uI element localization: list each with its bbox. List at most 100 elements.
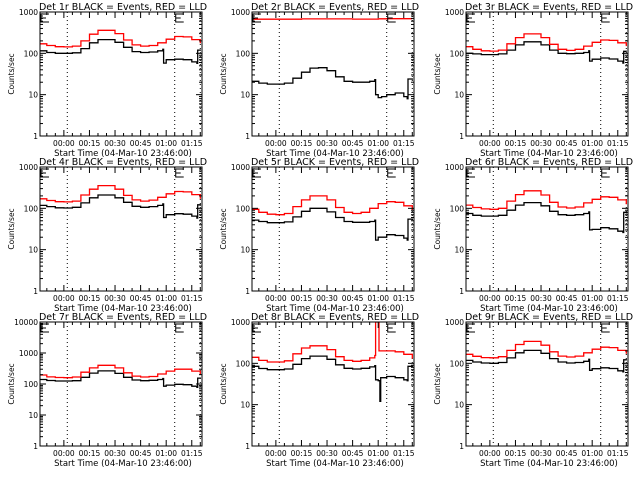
x-tick-label: 00:30: [530, 139, 552, 148]
y-tick-label: 1000: [19, 163, 38, 172]
y-tick-label: 100: [236, 359, 251, 368]
x-axis-label: Start Time (04-Mar-10 23:46:00): [54, 149, 192, 159]
series-lld: [466, 33, 627, 52]
marker-e-glyph: [601, 323, 610, 333]
panel-9: Det 9r BLACK = Events, RED = LLD 1 10 100 10…: [433, 312, 633, 469]
x-tick-label: 00:15: [505, 294, 527, 303]
panel-title: Det 6r BLACK = Events, RED = LLD: [465, 157, 633, 168]
panel-5: Det 5r BLACK = Events, RED = LLD 1 10 100 10…: [219, 157, 419, 314]
x-tick-label: 00:30: [104, 449, 126, 458]
panel-title: Det 1r BLACK = Events, RED = LLD: [39, 2, 207, 13]
x-tick-label: 00:45: [556, 449, 578, 458]
y-tick-label: 1: [459, 132, 464, 141]
panel-7: Det 7r BLACK = Events, RED = LLD 1 10 100 10…: [7, 312, 207, 469]
x-tick-label: 00:15: [291, 449, 313, 458]
y-tick-label: 100: [236, 49, 251, 58]
y-tick-label: 1: [245, 132, 250, 141]
y-tick-label: 1: [33, 442, 38, 451]
marker-e-glyph: [40, 323, 49, 333]
y-tick-label: 1000: [231, 318, 250, 327]
x-tick-label: 00:15: [79, 449, 101, 458]
y-axis-label: Counts/sec: [219, 208, 228, 249]
y-tick-label: 10: [28, 91, 38, 100]
panel-4: Det 4r BLACK = Events, RED = LLD 1 10 100 10…: [7, 157, 207, 314]
y-tick-label: 10: [28, 246, 38, 255]
series-lld: [466, 190, 627, 210]
x-tick-label: 01:15: [393, 449, 415, 458]
x-tick-label: 01:00: [155, 294, 177, 303]
x-tick-label: 00:45: [130, 139, 152, 148]
y-tick-label: 10: [454, 91, 464, 100]
plot-frame: [39, 166, 203, 292]
series-lld: [252, 195, 413, 216]
series-lld: [252, 322, 413, 363]
y-tick-label: 100: [24, 380, 39, 389]
x-tick-label: 01:15: [181, 449, 203, 458]
y-tick-label: 10: [240, 91, 250, 100]
x-tick-label: 00:00: [265, 139, 287, 148]
series-events: [40, 194, 201, 219]
x-axis-label: Start Time (04-Mar-10 23:46:00): [54, 459, 192, 469]
x-tick-label: 00:00: [479, 294, 501, 303]
x-axis-label: Start Time (04-Mar-10 23:46:00): [480, 149, 618, 159]
x-tick-label: 00:45: [556, 294, 578, 303]
plot-frame: [465, 321, 629, 447]
y-tick-label: 10: [454, 401, 464, 410]
x-tick-label: 01:15: [607, 294, 629, 303]
x-tick-label: 00:45: [130, 449, 152, 458]
x-tick-label: 01:00: [155, 139, 177, 148]
y-axis-label: Counts/sec: [433, 208, 442, 249]
panel-title: Det 3r BLACK = Events, RED = LLD: [465, 2, 633, 13]
y-tick-label: 1000: [231, 163, 250, 172]
x-tick-label: 00:45: [342, 294, 364, 303]
x-tick-label: 00:15: [505, 449, 527, 458]
panel-1: Det 1r BLACK = Events, RED = LLD 1 10 100 10…: [7, 2, 207, 159]
x-tick-label: 01:00: [155, 449, 177, 458]
series-lld: [40, 364, 201, 379]
x-tick-label: 00:45: [130, 294, 152, 303]
x-axis-label: Start Time (04-Mar-10 23:46:00): [266, 304, 404, 314]
y-axis-label: Counts/sec: [433, 53, 442, 94]
y-tick-label: 10: [28, 411, 38, 420]
x-tick-label: 00:00: [53, 139, 75, 148]
y-tick-label: 1000: [231, 8, 250, 17]
series-events: [466, 349, 627, 373]
series-events: [252, 355, 413, 403]
marker-e-glyph: [387, 168, 396, 178]
x-axis-label: Start Time (04-Mar-10 23:46:00): [266, 149, 404, 159]
marker-e-glyph: [601, 168, 610, 178]
panel-2: Det 2r BLACK = Events, RED = LLD 1 10 100 10…: [219, 2, 419, 159]
y-axis-label: Counts/sec: [219, 363, 228, 404]
x-tick-label: 01:00: [367, 139, 389, 148]
y-tick-label: 1000: [445, 8, 464, 17]
plot-frame: [465, 166, 629, 292]
x-tick-label: 00:00: [479, 139, 501, 148]
x-tick-label: 00:30: [316, 449, 338, 458]
x-tick-label: 00:45: [342, 139, 364, 148]
x-tick-label: 01:00: [581, 449, 603, 458]
x-tick-label: 00:30: [530, 449, 552, 458]
x-tick-label: 00:30: [316, 139, 338, 148]
panel-title: Det 2r BLACK = Events, RED = LLD: [251, 2, 419, 13]
x-tick-label: 01:15: [393, 294, 415, 303]
y-tick-label: 100: [450, 359, 465, 368]
x-tick-label: 00:00: [265, 449, 287, 458]
y-tick-label: 100: [236, 204, 251, 213]
series-events: [466, 201, 627, 234]
y-tick-label: 10: [454, 246, 464, 255]
panel-title: Det 7r BLACK = Events, RED = LLD: [39, 312, 207, 323]
plot-frame: [251, 321, 415, 447]
marker-e-glyph: [387, 13, 396, 23]
y-tick-label: 100: [450, 204, 465, 213]
y-tick-label: 1: [245, 287, 250, 296]
marker-e-glyph: [175, 323, 184, 333]
plot-frame: [465, 11, 629, 137]
y-axis-label: Counts/sec: [7, 53, 16, 94]
series-events: [252, 67, 413, 100]
panel-title: Det 9r BLACK = Events, RED = LLD: [465, 312, 633, 323]
x-tick-label: 00:30: [530, 294, 552, 303]
series-events: [40, 370, 201, 388]
x-tick-label: 01:15: [181, 294, 203, 303]
series-lld: [40, 29, 201, 48]
